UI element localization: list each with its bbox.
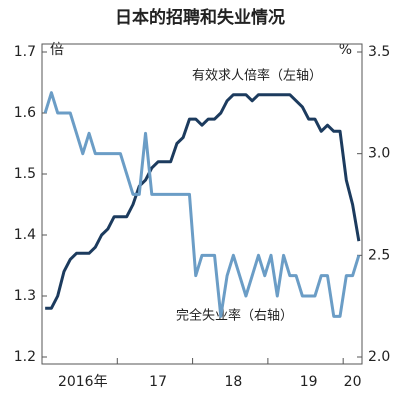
x-tick-label: 19 bbox=[300, 374, 318, 390]
chart-title: 日本的招聘和失业情况 bbox=[115, 7, 285, 28]
y-tick-label: 1.3 bbox=[14, 288, 36, 304]
annotation: 完全失业率（右轴） bbox=[176, 308, 293, 324]
annotation: 有效求人倍率（左轴） bbox=[192, 68, 322, 84]
y2-tick-label: 3.0 bbox=[368, 146, 390, 162]
y-unit: 倍 bbox=[50, 42, 64, 58]
x-tick-label: 20 bbox=[344, 374, 362, 390]
x-tick-label: 2016年 bbox=[58, 374, 108, 390]
y-tick-label: 1.7 bbox=[14, 44, 36, 60]
y2-tick-label: 3.5 bbox=[368, 44, 390, 60]
y-tick-label: 1.4 bbox=[14, 227, 36, 243]
plot-frame bbox=[41, 43, 363, 365]
y-tick-label: 1.5 bbox=[14, 166, 36, 182]
series-line bbox=[45, 93, 361, 310]
x-tick-label: 17 bbox=[149, 374, 167, 390]
y2-tick-label: 2.5 bbox=[368, 247, 390, 263]
x-tick-label: 18 bbox=[224, 374, 242, 390]
y2-unit: % bbox=[339, 42, 352, 58]
y-tick-label: 1.2 bbox=[14, 349, 36, 365]
y2-tick-label: 2.0 bbox=[368, 349, 390, 365]
y-tick-label: 1.6 bbox=[14, 105, 36, 121]
series-line bbox=[43, 91, 361, 318]
